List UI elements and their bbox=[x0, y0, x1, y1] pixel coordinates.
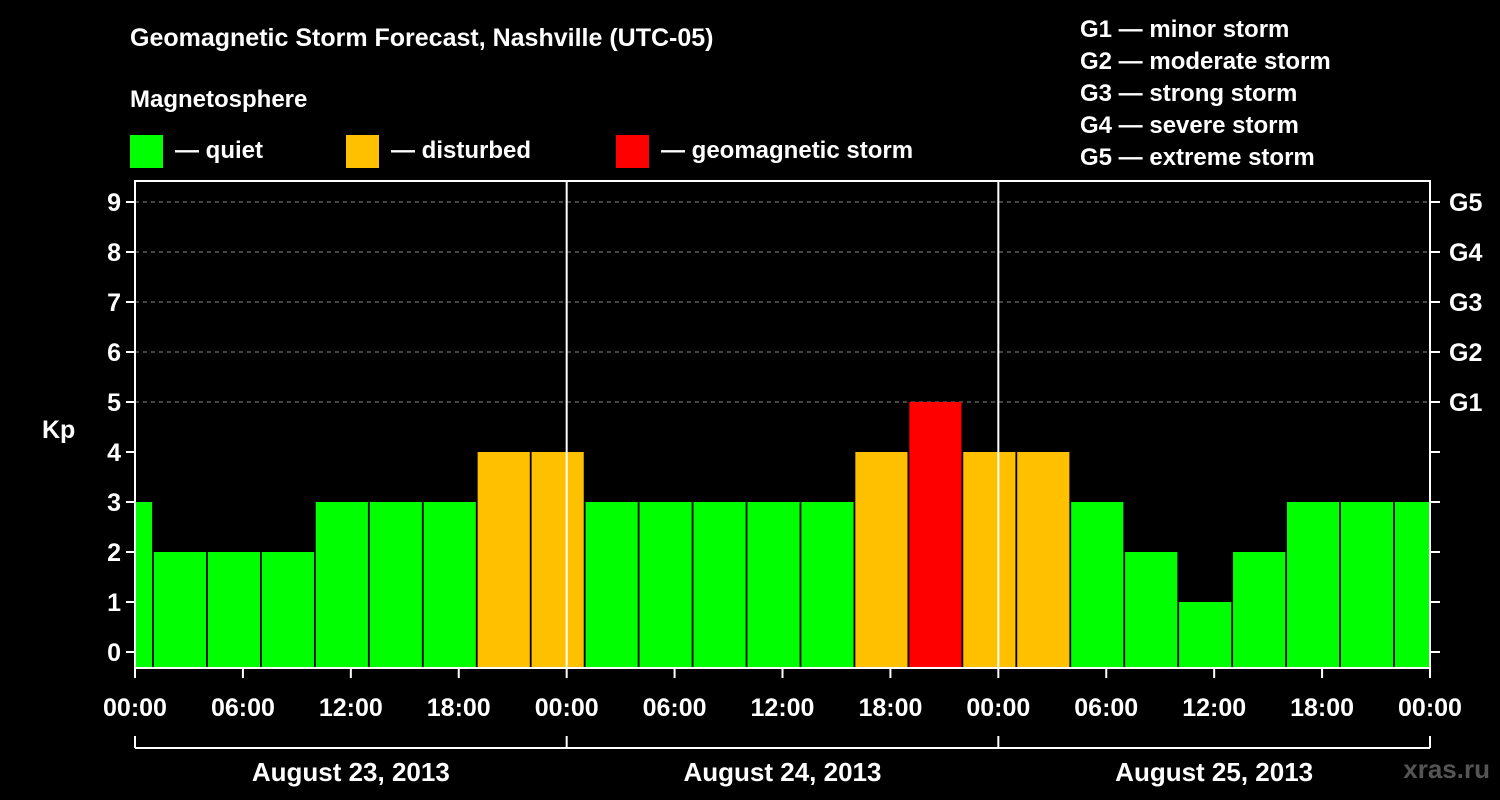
storm-level-key: G1 — minor storm G2 — moderate storm G3 … bbox=[1080, 14, 1331, 174]
storm-level-tick-label: G1 bbox=[1449, 389, 1482, 417]
bar-quiet bbox=[1179, 602, 1232, 668]
bar-quiet bbox=[135, 502, 153, 668]
x-tick-label: 00:00 bbox=[535, 694, 599, 722]
x-tick-label: 18:00 bbox=[1290, 694, 1354, 722]
bar-quiet bbox=[1233, 552, 1286, 668]
bar-quiet bbox=[369, 502, 422, 668]
bar-quiet bbox=[747, 502, 800, 668]
x-tick-label: 00:00 bbox=[966, 694, 1030, 722]
legend-swatch-disturbed bbox=[346, 134, 379, 168]
y-tick-label: 8 bbox=[107, 239, 121, 267]
storm-level-tick-label: G4 bbox=[1449, 239, 1482, 267]
y-tick-label: 4 bbox=[107, 439, 121, 467]
storm-level-g1: G1 — minor storm bbox=[1080, 16, 1290, 43]
bars-group bbox=[135, 402, 1430, 668]
x-tick-label: 12:00 bbox=[319, 694, 383, 722]
bar-quiet bbox=[1394, 502, 1430, 668]
bar-disturbed bbox=[1017, 452, 1070, 668]
x-tick-label: 12:00 bbox=[1182, 694, 1246, 722]
storm-level-tick-label: G3 bbox=[1449, 289, 1482, 317]
legend-item-disturbed: — disturbed bbox=[346, 134, 531, 168]
bar-disturbed bbox=[477, 452, 530, 668]
storm-level-g2: G2 — moderate storm bbox=[1080, 48, 1331, 75]
bar-quiet bbox=[423, 502, 476, 668]
bar-quiet bbox=[1287, 502, 1340, 668]
bar-quiet bbox=[693, 502, 746, 668]
y-tick-label: 5 bbox=[107, 389, 121, 417]
bar-disturbed bbox=[531, 452, 584, 668]
bar-disturbed bbox=[855, 452, 908, 668]
x-tick-label: 12:00 bbox=[751, 694, 815, 722]
bar-storm bbox=[909, 402, 962, 668]
legend-heading: Magnetosphere bbox=[130, 86, 308, 113]
x-tick-label: 00:00 bbox=[103, 694, 167, 722]
day-label: August 24, 2013 bbox=[684, 757, 882, 787]
y-tick-label: 3 bbox=[107, 489, 121, 517]
legend-label-quiet: — quiet bbox=[175, 137, 263, 164]
storm-level-tick-label: G2 bbox=[1449, 339, 1482, 367]
bar-quiet bbox=[1125, 552, 1178, 668]
x-tick-label: 06:00 bbox=[1074, 694, 1138, 722]
y-tick-label: 9 bbox=[107, 189, 121, 217]
legend-label-storm: — geomagnetic storm bbox=[661, 137, 914, 164]
day-label: August 25, 2013 bbox=[1115, 757, 1313, 787]
y-tick-label: 6 bbox=[107, 339, 121, 367]
x-tick-label: 00:00 bbox=[1398, 694, 1462, 722]
storm-level-g3: G3 — strong storm bbox=[1080, 80, 1298, 107]
bar-disturbed bbox=[963, 452, 1016, 668]
y-axis-label: Kp bbox=[42, 416, 75, 444]
bar-quiet bbox=[315, 502, 368, 668]
bar-quiet bbox=[207, 552, 261, 668]
y-tick-label: 2 bbox=[107, 539, 121, 567]
storm-level-tick-label: G5 bbox=[1449, 189, 1482, 217]
y-tick-label: 0 bbox=[107, 639, 121, 667]
y-tick-label: 1 bbox=[107, 589, 121, 617]
bar-quiet bbox=[801, 502, 854, 668]
y-tick-label: 7 bbox=[107, 289, 121, 317]
storm-level-g5: G5 — extreme storm bbox=[1080, 144, 1315, 171]
bar-quiet bbox=[585, 502, 638, 668]
watermark: xras.ru bbox=[1403, 754, 1490, 784]
legend-item-quiet: — quiet bbox=[130, 134, 263, 168]
day-label: August 23, 2013 bbox=[252, 757, 450, 787]
chart-title: Geomagnetic Storm Forecast, Nashville (U… bbox=[130, 24, 714, 52]
bar-quiet bbox=[153, 552, 207, 668]
bar-quiet bbox=[639, 502, 692, 668]
legend-label-disturbed: — disturbed bbox=[391, 137, 532, 164]
x-tick-label: 06:00 bbox=[211, 694, 275, 722]
x-tick-label: 06:00 bbox=[643, 694, 707, 722]
bar-quiet bbox=[1071, 502, 1124, 668]
x-tick-label: 18:00 bbox=[427, 694, 491, 722]
x-tick-label: 18:00 bbox=[858, 694, 922, 722]
legend-swatch-storm bbox=[616, 134, 649, 168]
legend-item-storm: — geomagnetic storm bbox=[616, 134, 913, 168]
storm-level-g4: G4 — severe storm bbox=[1080, 112, 1299, 139]
legend-swatch-quiet bbox=[130, 134, 163, 168]
bar-quiet bbox=[1340, 502, 1394, 668]
bar-quiet bbox=[261, 552, 314, 668]
